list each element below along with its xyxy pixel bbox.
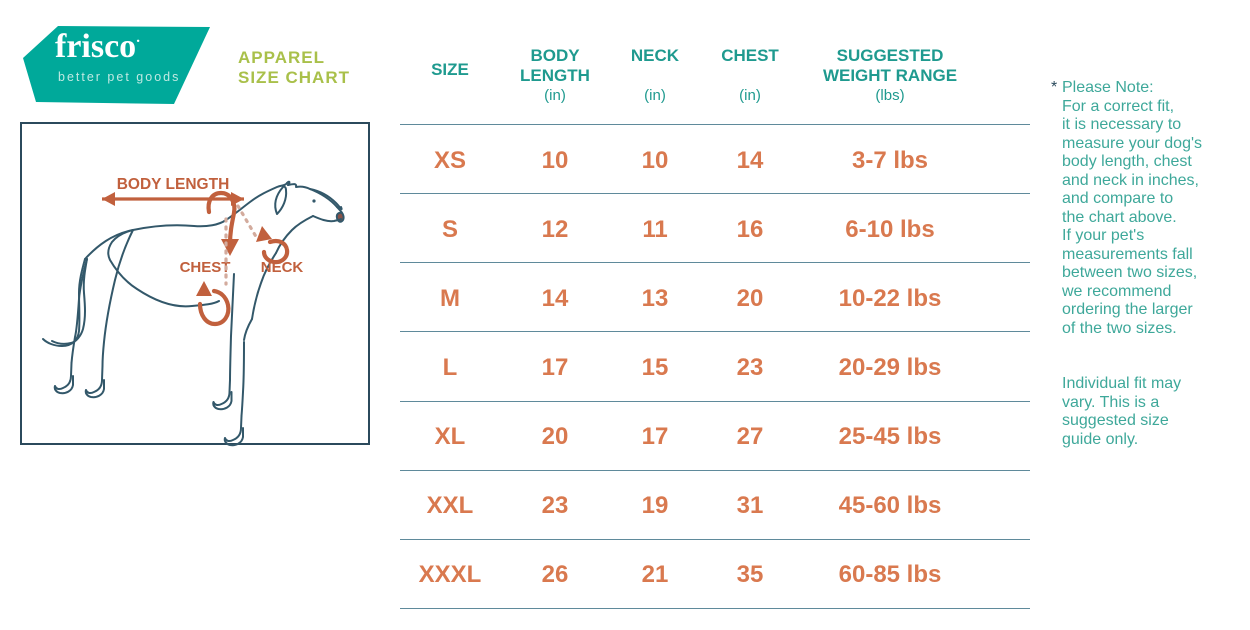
svg-text:CHEST: CHEST — [180, 259, 231, 276]
svg-text:BODY LENGTH: BODY LENGTH — [117, 176, 230, 193]
svg-text:NECK: NECK — [261, 259, 304, 276]
